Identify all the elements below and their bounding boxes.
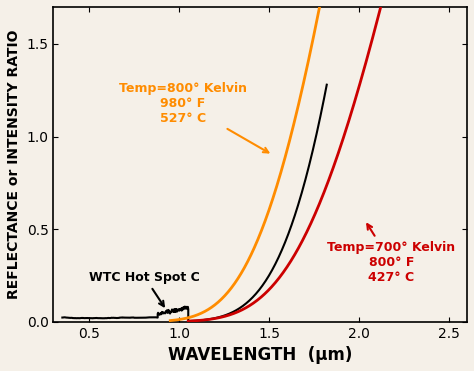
Text: WTC Hot Spot C: WTC Hot Spot C — [89, 271, 200, 306]
Y-axis label: REFLECTANCE or INTENSITY RATIO: REFLECTANCE or INTENSITY RATIO — [7, 30, 21, 299]
X-axis label: WAVELENGTH  (μm): WAVELENGTH (μm) — [168, 346, 352, 364]
Text: Temp=700° Kelvin
800° F
427° C: Temp=700° Kelvin 800° F 427° C — [328, 224, 456, 284]
Text: Temp=800° Kelvin
980° F
527° C: Temp=800° Kelvin 980° F 527° C — [119, 82, 268, 152]
